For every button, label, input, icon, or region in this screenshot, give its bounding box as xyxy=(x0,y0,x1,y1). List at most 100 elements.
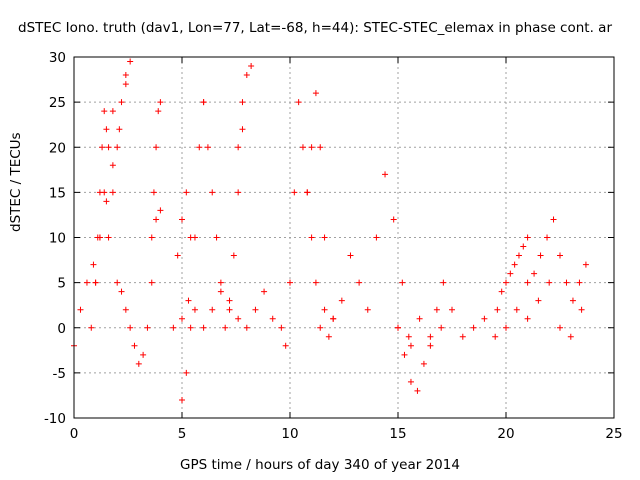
data-point xyxy=(131,342,138,349)
data-point xyxy=(157,99,164,106)
y-tick-label: 20 xyxy=(49,140,66,156)
data-point xyxy=(77,306,84,313)
x-tick-label: 0 xyxy=(70,426,79,442)
data-point xyxy=(440,279,447,286)
data-point xyxy=(449,306,455,313)
data-point xyxy=(94,234,101,241)
data-point xyxy=(230,252,237,259)
data-point xyxy=(135,360,142,367)
chart-title: dSTEC Iono. truth (dav1, Lon=77, Lat=-68… xyxy=(18,20,612,36)
data-point xyxy=(109,189,116,196)
data-point xyxy=(235,144,242,151)
axis-ticks: 0 5 10 15 20 25 -10 -5 0 5 10 15 20 25 30 xyxy=(44,50,623,442)
data-point xyxy=(235,189,242,196)
data-point xyxy=(148,234,155,241)
data-point xyxy=(401,351,408,358)
data-point xyxy=(209,306,216,313)
data-point xyxy=(116,126,123,133)
y-tick-label: -5 xyxy=(53,366,66,382)
data-point xyxy=(144,324,151,331)
data-point xyxy=(433,306,440,313)
data-point xyxy=(239,126,246,133)
data-point xyxy=(420,360,427,367)
data-point xyxy=(103,198,110,205)
data-point xyxy=(150,189,157,196)
data-point xyxy=(118,99,125,106)
data-point xyxy=(321,306,328,313)
data-point xyxy=(127,58,134,65)
y-tick-label: 30 xyxy=(49,50,66,66)
data-point xyxy=(239,99,246,106)
data-point xyxy=(114,279,121,286)
data-point xyxy=(282,342,289,349)
data-point xyxy=(524,315,531,322)
y-tick-label: -10 xyxy=(44,411,66,427)
data-point xyxy=(209,189,216,196)
data-point xyxy=(317,324,324,331)
data-point xyxy=(261,288,268,295)
data-point xyxy=(507,270,514,277)
grid-lines xyxy=(74,57,614,418)
data-point xyxy=(99,144,106,151)
data-point xyxy=(226,297,233,304)
data-point xyxy=(524,234,531,241)
data-point xyxy=(356,279,363,286)
data-point xyxy=(470,324,477,331)
data-point xyxy=(578,306,585,313)
data-point xyxy=(122,72,129,79)
data-point xyxy=(196,144,203,151)
data-point xyxy=(511,261,518,268)
data-point xyxy=(200,324,207,331)
data-point xyxy=(243,72,250,79)
x-tick-label: 25 xyxy=(605,426,622,442)
data-point xyxy=(524,279,531,286)
y-tick-label: 10 xyxy=(49,231,66,247)
data-point xyxy=(287,279,293,286)
data-point xyxy=(191,306,198,313)
data-point xyxy=(338,297,345,304)
data-point xyxy=(494,306,501,313)
data-point xyxy=(153,144,160,151)
data-point xyxy=(498,288,505,295)
data-point xyxy=(407,378,414,385)
data-point xyxy=(118,288,125,295)
data-point xyxy=(92,279,99,286)
data-point xyxy=(183,369,190,376)
data-point xyxy=(513,306,520,313)
x-tick-label: 15 xyxy=(389,426,406,442)
x-tick-label: 20 xyxy=(497,426,514,442)
y-tick-label: 15 xyxy=(49,185,66,201)
data-point xyxy=(179,315,185,322)
data-point xyxy=(481,315,488,322)
x-axis-label: GPS time / hours of day 340 of year 2014 xyxy=(180,457,460,473)
data-point xyxy=(364,306,371,313)
data-point xyxy=(127,324,134,331)
data-point xyxy=(88,324,95,331)
data-point xyxy=(153,216,160,223)
data-point xyxy=(217,279,224,286)
data-point xyxy=(103,126,110,133)
data-point xyxy=(438,324,445,331)
data-point xyxy=(299,144,306,151)
data-point xyxy=(308,144,315,151)
data-point xyxy=(170,324,177,331)
data-point xyxy=(157,207,164,214)
data-point xyxy=(550,216,557,223)
data-point xyxy=(269,315,276,322)
data-point xyxy=(531,270,538,277)
data-point xyxy=(563,279,570,286)
data-point xyxy=(235,315,242,322)
data-point xyxy=(140,351,147,358)
data-point xyxy=(204,144,211,151)
data-point xyxy=(155,108,162,115)
data-point xyxy=(312,90,319,97)
data-point xyxy=(325,333,332,340)
data-point xyxy=(174,252,181,259)
data-point xyxy=(101,108,108,115)
y-axis-label: dSTEC / TECUs xyxy=(8,132,24,232)
data-point xyxy=(582,261,589,268)
data-point xyxy=(222,324,229,331)
data-point xyxy=(183,189,190,196)
data-point xyxy=(114,144,121,151)
